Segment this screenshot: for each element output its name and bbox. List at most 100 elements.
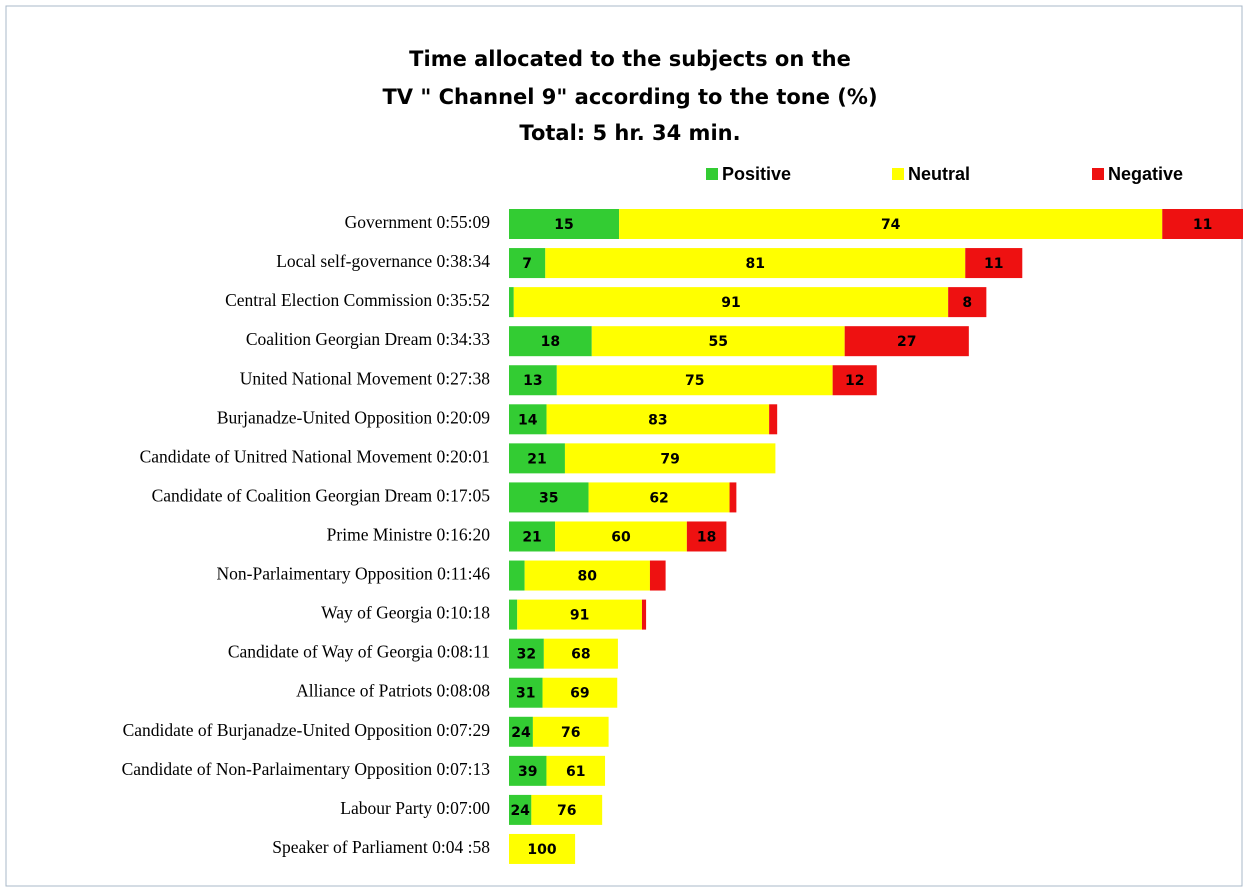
bar-segment <box>542 677 618 708</box>
bar-segment <box>555 521 687 552</box>
value-label: 12 <box>845 373 864 389</box>
bar-segment <box>509 287 514 318</box>
bar-segment <box>591 326 845 357</box>
value-label: 24 <box>510 803 530 819</box>
value-label: 31 <box>516 686 535 702</box>
category-label: Candidate of Unitred National Movement 0… <box>140 446 490 466</box>
bar-segment <box>641 599 647 630</box>
bar-segment <box>619 209 1163 239</box>
value-label: 8 <box>962 295 972 311</box>
bar-segment <box>543 638 618 669</box>
value-label: 39 <box>518 764 537 780</box>
bar-segment <box>556 365 833 396</box>
bar-segment <box>832 365 877 396</box>
category-label: Government 0:55:09 <box>345 212 491 232</box>
chart-title: Time allocated to the subjects on the <box>409 47 851 71</box>
bar-segment <box>729 482 737 513</box>
value-label: 76 <box>557 803 576 819</box>
value-label: 60 <box>611 529 631 545</box>
bar-segment <box>509 599 518 630</box>
bar-segment <box>948 287 987 318</box>
bar-segment <box>588 482 730 513</box>
bar-segment <box>509 248 546 279</box>
value-label: 83 <box>648 412 667 428</box>
bar-segment <box>844 326 969 357</box>
bar-segment <box>532 716 609 747</box>
category-label: Labour Party 0:07:00 <box>340 798 490 818</box>
value-label: 68 <box>571 647 590 663</box>
value-label: 15 <box>554 217 573 233</box>
value-label: 62 <box>649 490 668 506</box>
category-label: Central Election Commission 0:35:52 <box>225 290 490 310</box>
value-label: 7 <box>522 256 532 272</box>
value-label: 76 <box>561 725 580 741</box>
value-label: 13 <box>523 373 542 389</box>
category-label: Coalition Georgian Dream 0:34:33 <box>246 329 490 349</box>
bar-segment <box>509 833 576 864</box>
bar-segment <box>546 755 606 786</box>
bar-segment <box>509 482 589 513</box>
bar-segment <box>509 521 556 552</box>
value-label: 21 <box>527 451 546 467</box>
value-label: 18 <box>697 529 716 545</box>
bar-segment <box>509 755 547 786</box>
bar-segment <box>517 599 642 630</box>
bar-segment <box>509 560 525 591</box>
value-label: 27 <box>897 334 916 350</box>
category-label: Local self-governance 0:38:34 <box>276 251 490 271</box>
category-label: Alliance of Patriots 0:08:08 <box>296 681 490 701</box>
value-label: 61 <box>566 764 585 780</box>
bar-segment <box>524 560 650 591</box>
value-label: 11 <box>1193 217 1212 233</box>
value-label: 74 <box>881 217 901 233</box>
value-label: 21 <box>522 529 541 545</box>
category-label: United National Movement 0:27:38 <box>240 368 491 388</box>
bar-segment <box>509 404 547 435</box>
category-label: Burjanadze-United Opposition 0:20:09 <box>217 407 490 427</box>
legend-label: Positive <box>722 164 791 184</box>
value-label: 100 <box>527 842 556 858</box>
bar-segment <box>769 404 778 435</box>
value-label: 32 <box>517 647 536 663</box>
category-label: Candidate of Coalition Georgian Dream 0:… <box>152 485 491 505</box>
bar-segment <box>513 287 949 318</box>
category-label: Speaker of Parliament 0:04 :58 <box>272 837 490 857</box>
bar-segment <box>509 209 620 239</box>
legend-label: Negative <box>1108 164 1183 184</box>
chart-title: TV " Channel 9" according to the tone (%… <box>382 85 877 109</box>
value-label: 18 <box>541 334 560 350</box>
category-label: Candidate of Burjanadze-United Oppositio… <box>123 720 491 740</box>
category-label: Candidate of Non-Parlaimentary Oppositio… <box>122 759 491 779</box>
legend-swatch <box>892 168 904 180</box>
bar-segment <box>509 716 533 747</box>
value-label: 14 <box>518 412 538 428</box>
value-label: 11 <box>984 256 1003 272</box>
bar-segment <box>509 794 532 825</box>
category-label: Non-Parlaimentary Opposition 0:11:46 <box>217 564 491 584</box>
bar-segment <box>649 560 666 591</box>
bar-segment <box>965 248 1023 279</box>
bar-segment <box>546 404 770 435</box>
bar-segment <box>564 443 776 474</box>
value-label: 80 <box>578 569 598 585</box>
legend-label: Neutral <box>908 164 970 184</box>
value-label: 75 <box>685 373 704 389</box>
bar-segment <box>1162 209 1243 239</box>
bar-segment <box>545 248 966 279</box>
value-label: 69 <box>570 686 589 702</box>
bar-segment <box>686 521 727 552</box>
category-label: Prime Ministre 0:16:20 <box>327 524 491 544</box>
category-label: Way of Georgia 0:10:18 <box>321 603 490 623</box>
category-label: Candidate of Way of Georgia 0:08:11 <box>228 642 490 662</box>
value-label: 35 <box>539 490 558 506</box>
chart-title: Total: 5 hr. 34 min. <box>519 121 740 145</box>
bar-segment <box>509 677 543 708</box>
value-label: 24 <box>511 725 531 741</box>
bar-segment <box>531 794 603 825</box>
bar-segment <box>509 326 592 357</box>
legend-swatch <box>706 168 718 180</box>
value-label: 79 <box>660 451 679 467</box>
bar-segment <box>509 443 565 474</box>
value-label: 55 <box>708 334 727 350</box>
